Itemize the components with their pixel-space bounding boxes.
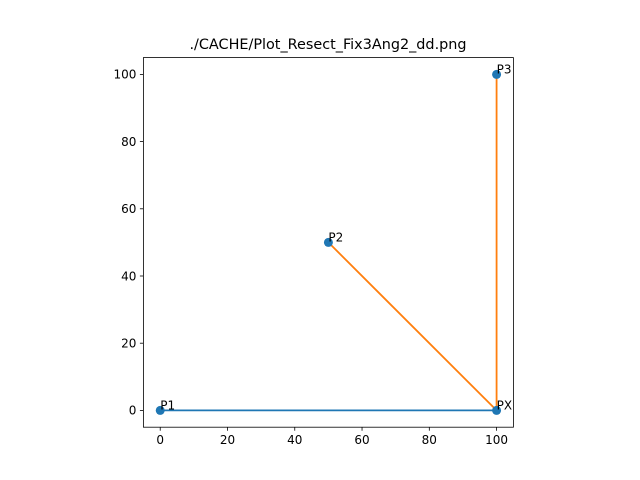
y-tick-label: 60 <box>121 202 136 216</box>
x-tick-label: 0 <box>156 433 164 447</box>
chart-title: ./CACHE/Plot_Resect_Fix3Ang2_dd.png <box>189 37 466 53</box>
point-marker-p3 <box>492 69 502 79</box>
y-tick-label: 40 <box>121 269 136 283</box>
point-marker-p2 <box>323 237 333 247</box>
y-tick-label: 100 <box>113 68 136 82</box>
point-label-p3: P3 <box>497 62 512 76</box>
y-tick-label: 20 <box>121 337 136 351</box>
x-axis: 0 20 40 60 80 100 <box>156 427 508 447</box>
plot-area: P1 P2 P3 PX <box>155 62 512 415</box>
y-tick-label: 0 <box>129 404 137 418</box>
x-tick-label: 40 <box>287 433 302 447</box>
point-marker-p1 <box>155 405 165 415</box>
axes-frame <box>142 57 514 428</box>
point-label-p2: P2 <box>328 230 343 244</box>
point-marker-px <box>492 405 502 415</box>
y-tick-label: 80 <box>121 135 136 149</box>
series-segment-1 <box>327 241 498 412</box>
point-label-p1: P1 <box>160 398 175 412</box>
x-tick-label: 20 <box>220 433 235 447</box>
x-tick-label: 60 <box>354 433 369 447</box>
x-tick-label: 80 <box>422 433 437 447</box>
y-axis: 0 20 40 60 80 100 <box>113 68 144 418</box>
point-label-px: PX <box>497 398 512 412</box>
x-tick-label: 100 <box>485 433 508 447</box>
